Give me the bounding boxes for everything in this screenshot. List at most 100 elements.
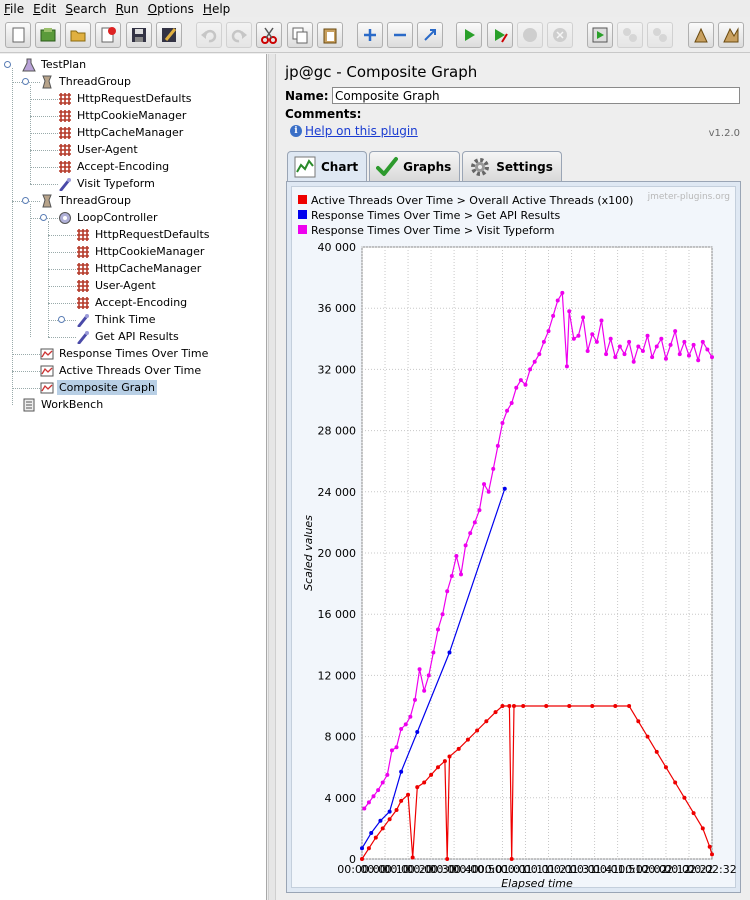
data-point [691, 811, 696, 816]
help-link[interactable]: Help on this plugin [305, 124, 418, 138]
menu-options[interactable]: Options [147, 1, 194, 16]
data-point [491, 466, 496, 471]
chart-tab-icon [294, 156, 316, 177]
tree-expand-handle[interactable] [58, 316, 65, 323]
copy-icon [292, 27, 308, 44]
remote-stop-button[interactable] [617, 22, 643, 48]
menu-file[interactable]: File [4, 1, 25, 16]
tree-node-label: HttpRequestDefaults [95, 228, 210, 241]
y-tick-label: 0 [349, 853, 356, 866]
templates-button[interactable] [35, 22, 61, 48]
tree-node-httpcachemanager[interactable]: HttpCacheManager [76, 260, 203, 277]
tree-node-httprequestdefaults[interactable]: HttpRequestDefaults [58, 90, 194, 107]
clear-button[interactable] [688, 22, 714, 48]
undo-icon [201, 29, 217, 43]
x-tick-label: 00:02:32 [687, 863, 736, 876]
menu-edit[interactable]: Edit [33, 1, 57, 16]
data-point [435, 765, 440, 770]
tree-node-composite-graph[interactable]: Composite Graph [40, 379, 157, 396]
data-point [696, 358, 701, 363]
start-no-pauses-button[interactable] [487, 22, 513, 48]
tree-expand-handle[interactable] [4, 61, 11, 68]
tree-node-label: HttpCookieManager [95, 245, 205, 258]
redo-button[interactable] [226, 22, 252, 48]
tree-node-label: User-Agent [77, 143, 138, 156]
tab-chart[interactable]: Chart [287, 151, 368, 181]
tree-node-httprequestdefaults[interactable]: HttpRequestDefaults [76, 226, 212, 243]
start-button[interactable] [456, 22, 482, 48]
tree-expand-handle[interactable] [22, 78, 29, 85]
tree-node-get-api-results[interactable]: Get API Results [76, 328, 181, 345]
save-as-button[interactable] [156, 22, 182, 48]
shutdown-button[interactable] [547, 22, 573, 48]
data-point [486, 489, 491, 494]
save-as-icon [162, 28, 177, 42]
data-point [590, 704, 595, 708]
copy-button[interactable] [287, 22, 313, 48]
clear-icon [694, 27, 708, 43]
threadgroup-icon [42, 75, 52, 88]
data-point [445, 857, 450, 861]
data-point [435, 627, 440, 632]
tree-node-user-agent[interactable]: User-Agent [76, 277, 158, 294]
data-point [663, 765, 668, 770]
expand-button[interactable] [357, 22, 383, 48]
new-button[interactable] [5, 22, 31, 48]
data-point [677, 352, 682, 357]
tree-node-visit-typeform[interactable]: Visit Typeform [58, 175, 157, 192]
data-point [710, 852, 714, 857]
x-axis-label: Elapsed time [501, 877, 573, 889]
tree-node-testplan[interactable]: TestPlan [22, 56, 88, 73]
tab-graphs[interactable]: Graphs [369, 151, 461, 181]
tree-node-workbench[interactable]: WorkBench [22, 396, 105, 413]
data-point [585, 349, 590, 354]
paste-button[interactable] [317, 22, 343, 48]
data-point [645, 734, 650, 739]
test-plan-tree[interactable]: TestPlan ThreadGroup HttpRequestDefaults Ht… [0, 54, 267, 900]
tree-node-accept-encoding[interactable]: Accept-Encoding [58, 158, 171, 175]
name-input[interactable] [332, 87, 740, 104]
save-button[interactable] [126, 22, 152, 48]
data-point [673, 780, 678, 785]
menu-run[interactable]: Run [115, 1, 139, 16]
tree-node-loopcontroller[interactable]: LoopController [58, 209, 160, 226]
data-point [422, 688, 427, 693]
tree-connector [30, 150, 58, 151]
tab-chart-label: Chart [321, 159, 359, 174]
data-point [636, 344, 641, 349]
tree-node-user-agent[interactable]: User-Agent [58, 141, 140, 158]
menu-search[interactable]: Search [65, 1, 107, 16]
tree-expand-handle[interactable] [40, 214, 47, 221]
tree-node-threadgroup[interactable]: ThreadGroup [40, 73, 133, 90]
data-point [369, 830, 374, 835]
open-button[interactable] [65, 22, 91, 48]
tree-node-httpcookiemanager[interactable]: HttpCookieManager [76, 243, 206, 260]
data-point [551, 313, 556, 318]
data-point [514, 385, 519, 390]
tree-node-active-threads-over-time[interactable]: Active Threads Over Time [40, 362, 203, 379]
tree-node-think-time[interactable]: Think Time [76, 311, 158, 328]
remote-start-button[interactable] [587, 22, 613, 48]
tree-node-accept-encoding[interactable]: Accept-Encoding [76, 294, 189, 311]
clear-all-button[interactable] [718, 22, 744, 48]
tree-node-threadgroup[interactable]: ThreadGroup [40, 192, 133, 209]
data-point [668, 342, 673, 347]
cut-button[interactable] [256, 22, 282, 48]
undo-button[interactable] [196, 22, 222, 48]
collapse-button[interactable] [387, 22, 413, 48]
tree-node-response-times-over-time[interactable]: Response Times Over Time [40, 345, 210, 362]
split-pane-divider[interactable] [268, 54, 276, 900]
tree-node-httpcachemanager[interactable]: HttpCacheManager [58, 124, 185, 141]
remote-shutdown-button[interactable] [647, 22, 673, 48]
toggle-button[interactable] [417, 22, 443, 48]
tab-settings[interactable]: Settings [462, 151, 562, 181]
menu-help[interactable]: Help [202, 1, 231, 16]
x-tick-label: 00:00:00 [337, 863, 386, 876]
data-point [399, 769, 404, 774]
tree-node-httpcookiemanager[interactable]: HttpCookieManager [58, 107, 188, 124]
close-button[interactable] [95, 22, 121, 48]
tree-expand-handle[interactable] [22, 197, 29, 204]
stop-button[interactable] [517, 22, 543, 48]
tree-connector [48, 269, 76, 270]
data-point [403, 722, 408, 727]
